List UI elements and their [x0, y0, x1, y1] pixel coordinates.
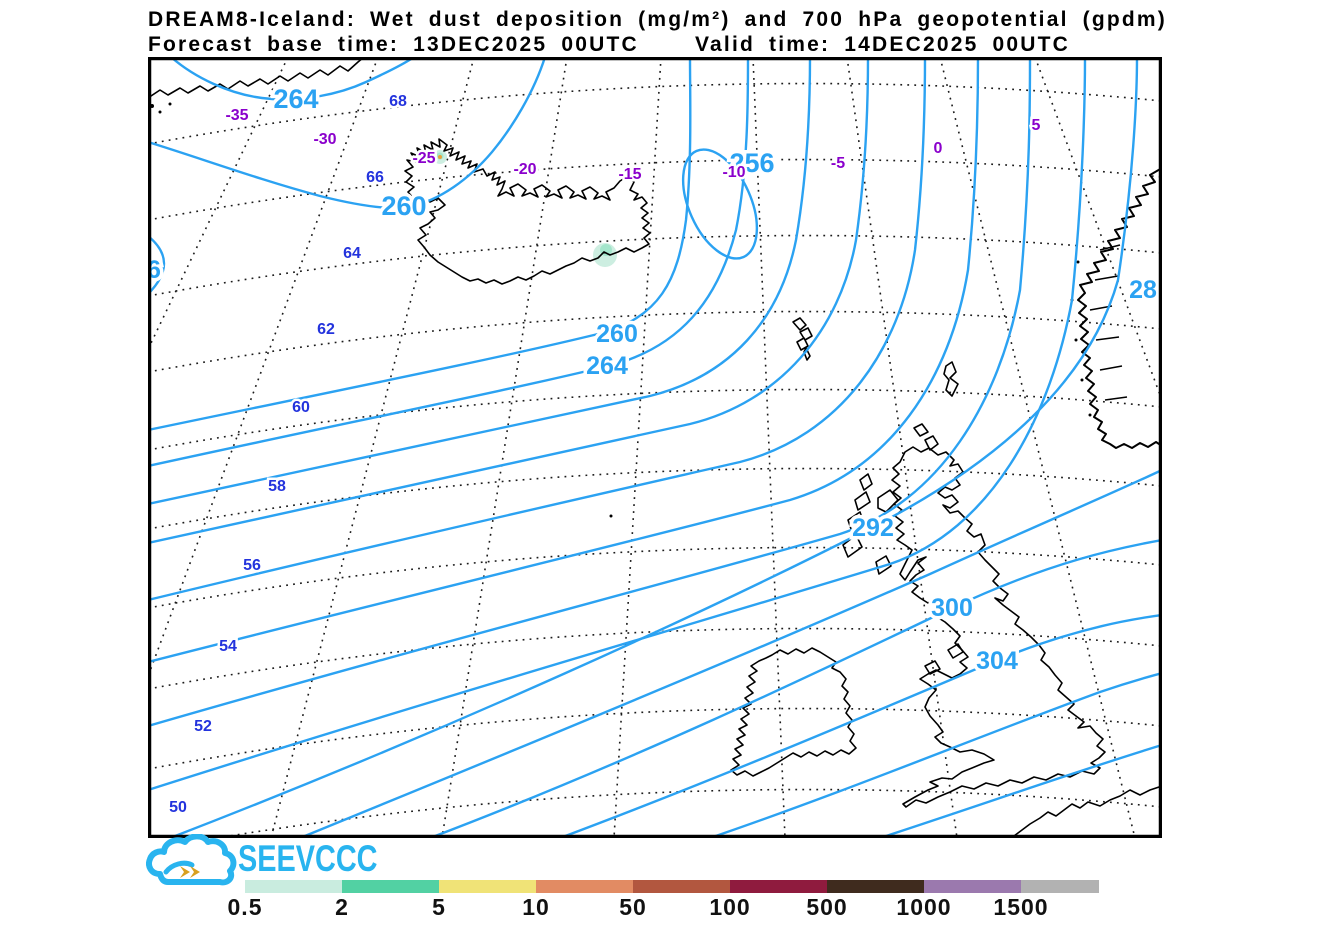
map-labels: 2642602562602642923003042866866646260585… — [148, 81, 1160, 819]
rockall-islet — [609, 514, 613, 518]
coastline-france — [1009, 785, 1162, 838]
latitude-label: 54 — [219, 638, 237, 655]
latitude-label: 50 — [169, 799, 187, 816]
colorbar-segment — [439, 880, 536, 893]
colorbar-segment — [536, 880, 633, 893]
contour-312 — [878, 743, 1162, 838]
colorbar-value: 50 — [619, 894, 647, 920]
cloud-swoosh — [163, 860, 195, 875]
contour-292 — [168, 57, 1139, 838]
colorbar-segment — [245, 880, 342, 893]
latitude-label: 56 — [243, 557, 261, 574]
latitude-label: 58 — [268, 478, 286, 495]
longitude-label: 0 — [934, 140, 943, 157]
gold-arrow-icon — [180, 866, 200, 878]
deposition-colorbar — [245, 880, 1099, 893]
seevccc-logo — [146, 834, 237, 886]
orkney-islands — [913, 423, 939, 451]
contour-268 — [148, 57, 812, 506]
colorbar-value: 5 — [432, 894, 446, 920]
seevccc-logo-text: SEEVCCC — [238, 838, 378, 879]
latitude-label: 68 — [389, 93, 407, 110]
colorbar-value: 2 — [335, 894, 349, 920]
longitude-label: -10 — [722, 164, 745, 181]
contour-284 — [148, 57, 1032, 728]
longitude-label: -30 — [313, 131, 336, 148]
deposition-patches — [433, 150, 617, 267]
contour-264-mid — [148, 57, 750, 468]
isle-of-man — [947, 643, 964, 659]
graticule-meridians — [148, 57, 1162, 838]
longitude-label: -15 — [618, 166, 641, 183]
latitude-label: 62 — [317, 321, 335, 338]
faroe-islands — [792, 317, 813, 361]
contour-256-low — [681, 148, 759, 260]
contour-260-nw — [148, 57, 547, 210]
colorbar-segment — [827, 880, 924, 893]
contour-256-west-arc — [148, 234, 166, 296]
coastline-great-britain — [891, 446, 1106, 808]
longitude-label: 5 — [1032, 117, 1041, 134]
colorbar-segment — [924, 880, 1021, 893]
contour-296 — [298, 468, 1162, 838]
colorbar-value: 1500 — [993, 894, 1049, 920]
geopotential-contours — [148, 57, 1162, 838]
contour-264-nw — [169, 57, 416, 101]
contour-label: 28 — [1129, 276, 1157, 304]
colorbar-value: 1000 — [896, 894, 952, 920]
contour-label: 264 — [273, 84, 318, 114]
contour-272 — [148, 57, 870, 545]
contour-label: 256 — [729, 148, 774, 178]
cloud-icon — [146, 834, 237, 886]
longitude-label: -20 — [513, 161, 536, 178]
coastline-greenland — [148, 57, 365, 99]
contour-260-mid — [148, 57, 692, 432]
colorbar-labels: 0.5 2 5 10 50 100 500 1000 1500 — [0, 894, 1329, 922]
contour-280 — [148, 57, 980, 664]
latitude-label: 66 — [366, 169, 384, 186]
contour-label: 264 — [586, 352, 628, 380]
longitude-label: -35 — [225, 107, 248, 124]
colorbar-value: 10 — [522, 894, 550, 920]
coastline-ireland — [730, 647, 857, 777]
contour-308 — [708, 671, 1162, 838]
norway-fjords — [1089, 244, 1128, 401]
longitude-label: -25 — [412, 150, 435, 167]
latitude-label: 60 — [292, 399, 310, 416]
coastlines — [148, 57, 1162, 838]
colorbar-value: 0.5 — [227, 894, 263, 920]
longitude-label: -5 — [831, 155, 845, 172]
contour-label: 292 — [852, 514, 894, 542]
anglesey — [924, 660, 941, 675]
shetland-islands — [943, 361, 959, 397]
coastline-norway — [1077, 167, 1162, 449]
contour-label: 300 — [931, 594, 973, 622]
contour-288 — [148, 57, 1087, 792]
colorbar-segment — [342, 880, 439, 893]
contour-276 — [148, 57, 927, 602]
contour-label: 260 — [596, 320, 638, 348]
contour-label: 260 — [381, 191, 426, 221]
colorbar-value: 100 — [709, 894, 751, 920]
colorbar-value: 500 — [806, 894, 848, 920]
forecast-times: Forecast base time: 13DEC2025 00UTC Vali… — [148, 33, 1071, 56]
map-title: DREAM8-Iceland: Wet dust deposition (mg/… — [148, 8, 1167, 31]
map-svg: 2642602562602642923003042866866646260585… — [148, 57, 1162, 838]
contour-label: 304 — [976, 647, 1018, 675]
map-area: 264 260 256 260 264 292 300 304 28 6 68 66 64 62 60 58 5… — [148, 57, 1162, 838]
colorbar-segment — [730, 880, 827, 893]
contour-300 — [428, 538, 1162, 838]
latitude-label: 52 — [194, 718, 212, 735]
map-frame — [148, 57, 1162, 838]
contour-304 — [558, 613, 1162, 838]
colorbar-segment — [633, 880, 730, 893]
colorbar-segment — [1021, 880, 1099, 893]
latitude-label: 64 — [343, 245, 361, 262]
coastline-iceland — [404, 138, 651, 285]
